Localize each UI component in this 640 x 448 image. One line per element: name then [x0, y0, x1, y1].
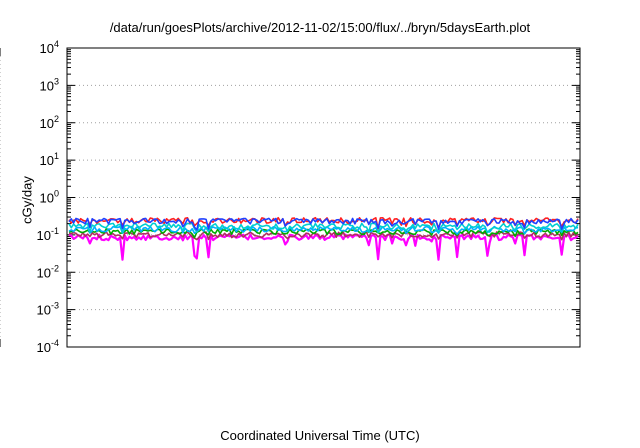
y-axis-label: cGy/day [19, 176, 35, 224]
y-tick-label: 10-4 [37, 338, 59, 355]
y-tick-label: 10-2 [37, 263, 59, 280]
y-tick-label: 103 [40, 76, 59, 93]
series-line [68, 217, 579, 231]
x-axis-label: Coordinated Universal Time (UTC) [220, 428, 420, 443]
y-tick-label: 10-1 [37, 226, 59, 243]
y-tick-label: 104 [40, 39, 59, 56]
y-tick-label: 100 [40, 189, 59, 206]
chart-title: /data/run/goesPlots/archive/2012-11-02/1… [109, 20, 531, 35]
series-line [68, 231, 579, 241]
y-tick-label: 102 [40, 114, 59, 131]
y-tick-label: 10-3 [37, 301, 59, 318]
series-line [68, 233, 579, 261]
plot-frame [66, 47, 581, 348]
series-line [68, 222, 579, 234]
y-tick-label: 101 [40, 151, 59, 168]
